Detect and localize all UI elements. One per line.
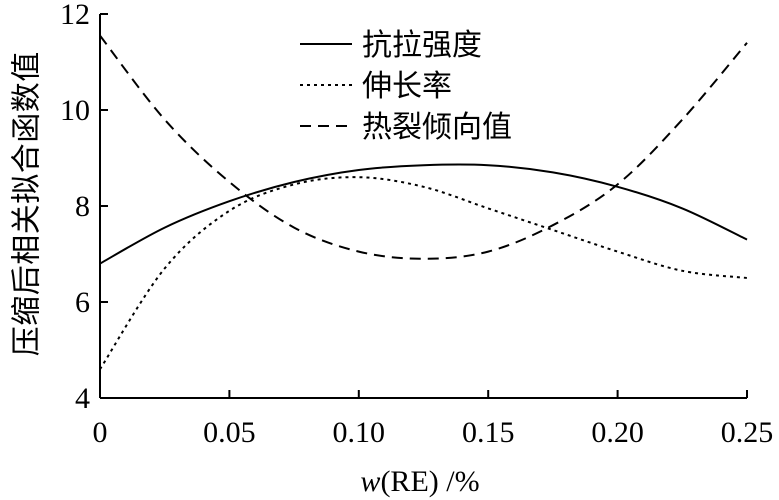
y-axis-title-char: 相: [10, 235, 45, 265]
x-axis-title: w(RE) /%: [360, 465, 479, 498]
x-axis-title-rest: (RE) /%: [380, 465, 479, 498]
legend-item-elongation: 伸长率: [300, 69, 452, 104]
x-tick-label: 0.20: [591, 416, 644, 449]
y-axis-title-char: 后: [10, 265, 45, 295]
x-axis-title-italic: w: [360, 465, 380, 498]
legend-item-tensile-strength: 抗拉强度: [300, 28, 482, 63]
x-tick-label: 0.15: [462, 416, 515, 449]
x-tick-label: 0.25: [721, 416, 774, 449]
y-axis-title-char: 数: [10, 82, 45, 112]
y-axis-title-char: 合: [10, 143, 45, 173]
y-axis-title-char: 关: [10, 204, 45, 234]
x-tick-label: 0.10: [333, 416, 386, 449]
legend-label: 热裂倾向值: [362, 110, 512, 145]
plot-frame: 4 6 8 10 12 0 0.05 0.10 0.15 0.20 0.25: [60, 0, 773, 449]
series-line-elongation: [99, 176, 748, 370]
y-axis-title-char: 缩: [10, 296, 45, 326]
y-axis-title-char: 值: [10, 52, 45, 82]
y-axis-title-char: 压: [10, 326, 45, 356]
series-lines: [99, 34, 748, 370]
y-axis-title-char: 函: [10, 113, 45, 143]
y-tick-label: 6: [75, 286, 90, 319]
legend-label: 抗拉强度: [362, 28, 482, 63]
y-tick-label: 12: [60, 0, 90, 31]
y-tick-label: 10: [60, 94, 90, 127]
legend-item-hot-tearing: 热裂倾向值: [300, 110, 512, 145]
x-tick-label: 0: [93, 416, 108, 449]
x-tick-label: 0.05: [203, 416, 256, 449]
y-axis-title-char: 拟: [10, 174, 45, 204]
y-tick-label: 4: [75, 382, 90, 415]
series-line-tensile-strength: [99, 163, 748, 265]
legend-label: 伸长率: [362, 69, 452, 104]
y-tick-label: 8: [75, 190, 90, 223]
